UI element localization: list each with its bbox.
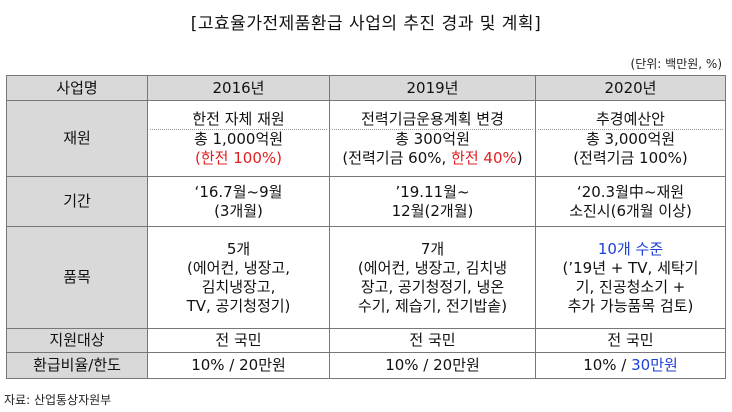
funding-2020: 추경예산안 총 3,000억원 (전력기금 100%) [535,100,726,177]
items-2019: 7개 (에어컨, 냉장고, 김치냉 장고, 공기청정기, 냉온 수기, 제습기,… [329,226,536,329]
items-2016-list-1: (에어컨, 냉장고, [187,258,290,277]
unit-note: (단위: 백만원, %) [630,57,722,71]
items-2020-count: 10개 수준 [597,239,664,258]
refund-2020-limit: 30만원 [631,356,678,374]
funding-2019-share-kepco: 한전 40% [451,148,517,167]
target-label: 지원대상 [6,328,148,353]
items-2020-list-1: (’19년 + TV, 세탁기 [562,258,699,277]
table-title: [고효율가전제품환급 사업의 추진 경과 및 계획] [190,14,542,34]
items-2020-list-2: 기, 진공청소기 + [575,277,686,296]
header-row: 사업명 2016년 2019년 2020년 [6,75,726,101]
funding-2019-source: 전력기금운용계획 변경 [332,110,533,130]
funding-2019-share-c: ) [516,148,523,167]
refund-2020-rate: 10% / [583,356,632,374]
period-2019-duration: 12월(2개월) [391,201,474,220]
target-row: 지원대상 전 국민 전 국민 전 국민 [6,328,726,353]
funding-2020-source: 추경예산안 [538,110,723,130]
items-2020: 10개 수준 (’19년 + TV, 세탁기 기, 진공청소기 + 추가 가능품… [535,226,726,329]
funding-2016-source: 한전 자체 재원 [150,110,327,130]
funding-label: 재원 [6,100,148,177]
items-2016-count: 5개 [226,239,251,258]
refund-2020: 10% / 30만원 [535,352,726,379]
items-2016-list-2: 김치냉장고, [201,277,276,296]
period-2016-range: ‘16.7월~9월 [194,182,283,201]
period-2020: ‘20.3월中~재원 소진시(6개월 이상) [535,176,726,227]
header-2016: 2016년 [147,75,330,101]
header-program: 사업명 [6,75,148,101]
items-2019-list-2: 장고, 공기청정기, 냉온 [360,277,505,296]
program-table: 사업명 2016년 2019년 2020년 재원 한전 자체 재원 총 1,00… [6,75,726,379]
items-label: 품목 [6,226,148,329]
period-2016: ‘16.7월~9월 (3개월) [147,176,330,227]
refund-2016: 10% / 20만원 [147,352,330,379]
period-2019: ’19.11월~ 12월(2개월) [329,176,536,227]
period-row: 기간 ‘16.7월~9월 (3개월) ’19.11월~ 12월(2개월) ‘20… [6,176,726,227]
funding-2016: 한전 자체 재원 총 1,000억원 (한전 100%) [147,100,330,177]
target-2020: 전 국민 [535,328,726,353]
items-2019-count: 7개 [420,239,445,258]
funding-2019-total: 총 300억원 [395,129,470,148]
items-2019-list-3: 수기, 제습기, 전기밥솥) [357,296,508,315]
target-2019: 전 국민 [329,328,536,353]
refund-2019: 10% / 20만원 [329,352,536,379]
items-2019-list-1: (에어컨, 냉장고, 김치냉 [357,258,508,277]
funding-2020-share: (전력기금 100%) [573,148,688,167]
funding-2020-total: 총 3,000억원 [585,129,676,148]
header-2020: 2020년 [535,75,726,101]
header-2019: 2019년 [329,75,536,101]
period-label: 기간 [6,176,148,227]
period-2020-duration: 소진시(6개월 이상) [569,201,692,220]
target-2016: 전 국민 [147,328,330,353]
funding-row: 재원 한전 자체 재원 총 1,000억원 (한전 100%) 전력기금운용계획… [6,100,726,177]
funding-2016-total: 총 1,000억원 [193,129,284,148]
funding-2019-share-a: (전력기금 60%, [342,148,452,167]
funding-2019-share: (전력기금 60%, 한전 40%) [332,149,533,168]
source-note: 자료: 산업통상자원부 [4,393,112,407]
period-2016-duration: (3개월) [214,201,263,220]
period-2019-range: ’19.11월~ [395,182,470,201]
period-2020-range: ‘20.3월中~재원 [576,182,685,201]
items-2016: 5개 (에어컨, 냉장고, 김치냉장고, TV, 공기청정기) [147,226,330,329]
funding-2019: 전력기금운용계획 변경 총 300억원 (전력기금 60%, 한전 40%) [329,100,536,177]
refund-label: 환급비율/한도 [6,352,148,379]
items-row: 품목 5개 (에어컨, 냉장고, 김치냉장고, TV, 공기청정기) 7개 (에… [6,226,726,329]
refund-row: 환급비율/한도 10% / 20만원 10% / 20만원 10% / 30만원 [6,352,726,379]
funding-2016-share: (한전 100%) [195,148,282,167]
items-2020-list-3: 추가 가능품목 검토) [567,296,694,315]
items-2016-list-3: TV, 공기청정기) [186,296,291,315]
